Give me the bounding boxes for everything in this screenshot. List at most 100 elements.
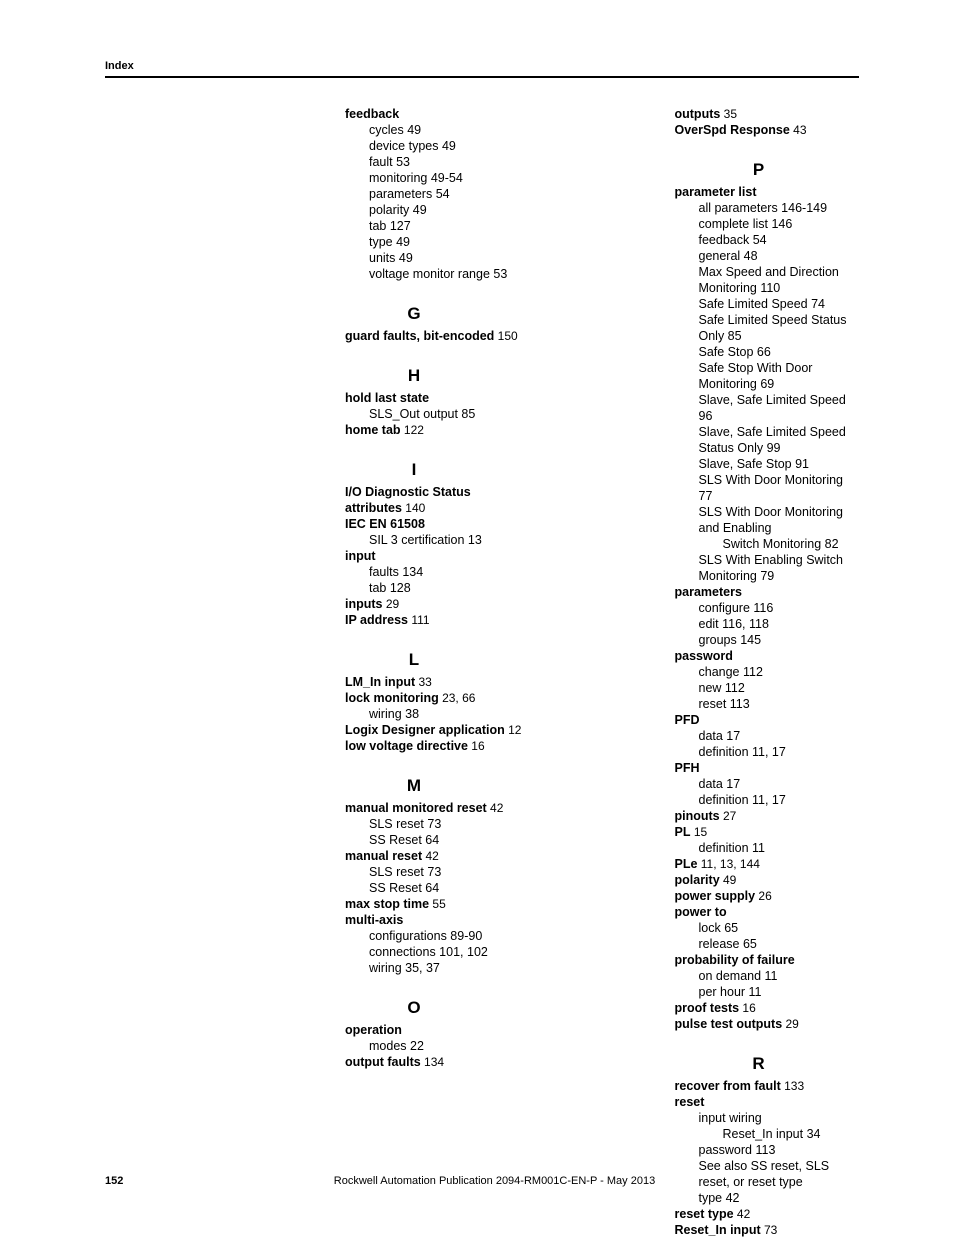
term-input: input xyxy=(345,548,530,564)
footer: 152 Rockwell Automation Publication 2094… xyxy=(105,1175,859,1187)
sub: SLS reset 73 xyxy=(345,816,530,832)
sub: Safe Limited Speed Status Only 85 xyxy=(675,312,860,344)
term-text: OverSpd Response xyxy=(675,123,790,137)
term-text: guard faults, bit-encoded xyxy=(345,329,494,343)
page-ref: 42 xyxy=(422,849,439,863)
sub2: Switch Monitoring 82 xyxy=(675,536,860,552)
sub: complete list 146 xyxy=(675,216,860,232)
sub: Safe Limited Speed 74 xyxy=(675,296,860,312)
term-text: outputs xyxy=(675,107,721,121)
sub: input wiring xyxy=(675,1110,860,1126)
page-ref: 55 xyxy=(429,897,446,911)
sub: tab 128 xyxy=(345,580,530,596)
term-parameter-list: parameter list xyxy=(675,184,860,200)
term-pfh: PFH xyxy=(675,760,860,776)
letter-i: I xyxy=(345,460,483,480)
page-ref: 134 xyxy=(421,1055,444,1069)
sub: fault 53 xyxy=(345,154,530,170)
page-ref: 29 xyxy=(383,597,400,611)
sub: configurations 89-90 xyxy=(345,928,530,944)
term-text: reset type xyxy=(675,1207,734,1221)
sub: Max Speed and Direction Monitoring 110 xyxy=(675,264,860,296)
term-text: PLe xyxy=(675,857,698,871)
term-pto: pulse test outputs 29 xyxy=(675,1016,860,1032)
sub: wiring 35, 37 xyxy=(345,960,530,976)
sub: change 112 xyxy=(675,664,860,680)
term-password: password xyxy=(675,648,860,664)
term-ple: PLe 11, 13, 144 xyxy=(675,856,860,872)
sub: SS Reset 64 xyxy=(345,832,530,848)
sub: type 42 xyxy=(675,1190,860,1206)
term-lock-mon: lock monitoring 23, 66 xyxy=(345,690,530,706)
term-text: LM_In input xyxy=(345,675,415,689)
term-iec: IEC EN 61508 xyxy=(345,516,530,532)
sub: general 48 xyxy=(675,248,860,264)
sub: groups 145 xyxy=(675,632,860,648)
page-ref: 49 xyxy=(720,873,737,887)
term-polarity: polarity 49 xyxy=(675,872,860,888)
term-mr: manual reset 42 xyxy=(345,848,530,864)
page-ref: 140 xyxy=(402,501,425,515)
term-pt: power to xyxy=(675,904,860,920)
sub: data 17 xyxy=(675,776,860,792)
publication-info: Rockwell Automation Publication 2094-RM0… xyxy=(330,1175,859,1187)
term-text: power supply xyxy=(675,889,756,903)
left-column: feedback cycles 49 device types 49 fault… xyxy=(105,106,540,1238)
term-io-diag: I/O Diagnostic Status attributes 140 xyxy=(345,484,530,516)
term-text: pinouts xyxy=(675,809,720,823)
term-ma: multi-axis xyxy=(345,912,530,928)
sub: definition 11, 17 xyxy=(675,792,860,808)
sub: SLS With Door Monitoring 77 xyxy=(675,472,860,504)
term-text: PL xyxy=(675,825,691,839)
page-ref: 26 xyxy=(755,889,772,903)
page-ref: 16 xyxy=(468,739,485,753)
page-ref: 16 xyxy=(739,1001,756,1015)
term-home-tab: home tab 122 xyxy=(345,422,530,438)
sub: SLS With Enabling Switch Monitoring 79 xyxy=(675,552,860,584)
sub: definition 11 xyxy=(675,840,860,856)
sub: wiring 38 xyxy=(345,706,530,722)
page-ref: 23, 66 xyxy=(439,691,476,705)
term-op: operation xyxy=(345,1022,530,1038)
term-hold-last-state: hold last state xyxy=(345,390,530,406)
sub: tab 127 xyxy=(345,218,530,234)
letter-m: M xyxy=(345,776,483,796)
sub: Slave, Safe Limited Speed Status Only 99 xyxy=(675,424,860,456)
sub2: Reset_In input 34 xyxy=(675,1126,860,1142)
sub: faults 134 xyxy=(345,564,530,580)
letter-g: G xyxy=(345,304,483,324)
term-inputs: inputs 29 xyxy=(345,596,530,612)
sub: modes 22 xyxy=(345,1038,530,1054)
sub: type 49 xyxy=(345,234,530,250)
sub: SLS With Door Monitoring and Enabling xyxy=(675,504,860,536)
term-text: output faults xyxy=(345,1055,421,1069)
sub: all parameters 146-149 xyxy=(675,200,860,216)
sub: units 49 xyxy=(345,250,530,266)
term-text: max stop time xyxy=(345,897,429,911)
term-text: pulse test outputs xyxy=(675,1017,783,1031)
term-overspd: OverSpd Response 43 xyxy=(675,122,860,138)
sub: Slave, Safe Stop 91 xyxy=(675,456,860,472)
sub: device types 49 xyxy=(345,138,530,154)
term-proof: proof tests 16 xyxy=(675,1000,860,1016)
term-text: low voltage directive xyxy=(345,739,468,753)
sub: definition 11, 17 xyxy=(675,744,860,760)
term-of: output faults 134 xyxy=(345,1054,530,1070)
sub: SIL 3 certification 13 xyxy=(345,532,530,548)
term-pof: probability of failure xyxy=(675,952,860,968)
term-ps: power supply 26 xyxy=(675,888,860,904)
page-number: 152 xyxy=(105,1175,330,1187)
page-ref: 42 xyxy=(487,801,504,815)
term-pfd: PFD xyxy=(675,712,860,728)
page-ref: 33 xyxy=(415,675,432,689)
page-ref: 27 xyxy=(720,809,737,823)
sub: connections 101, 102 xyxy=(345,944,530,960)
page-ref: 29 xyxy=(782,1017,799,1031)
sub: edit 116, 118 xyxy=(675,616,860,632)
page-ref: 12 xyxy=(505,723,522,737)
header-rule xyxy=(105,76,859,78)
sub: cycles 49 xyxy=(345,122,530,138)
term-outputs: outputs 35 xyxy=(675,106,860,122)
term-reset: reset xyxy=(675,1094,860,1110)
sub: on demand 11 xyxy=(675,968,860,984)
